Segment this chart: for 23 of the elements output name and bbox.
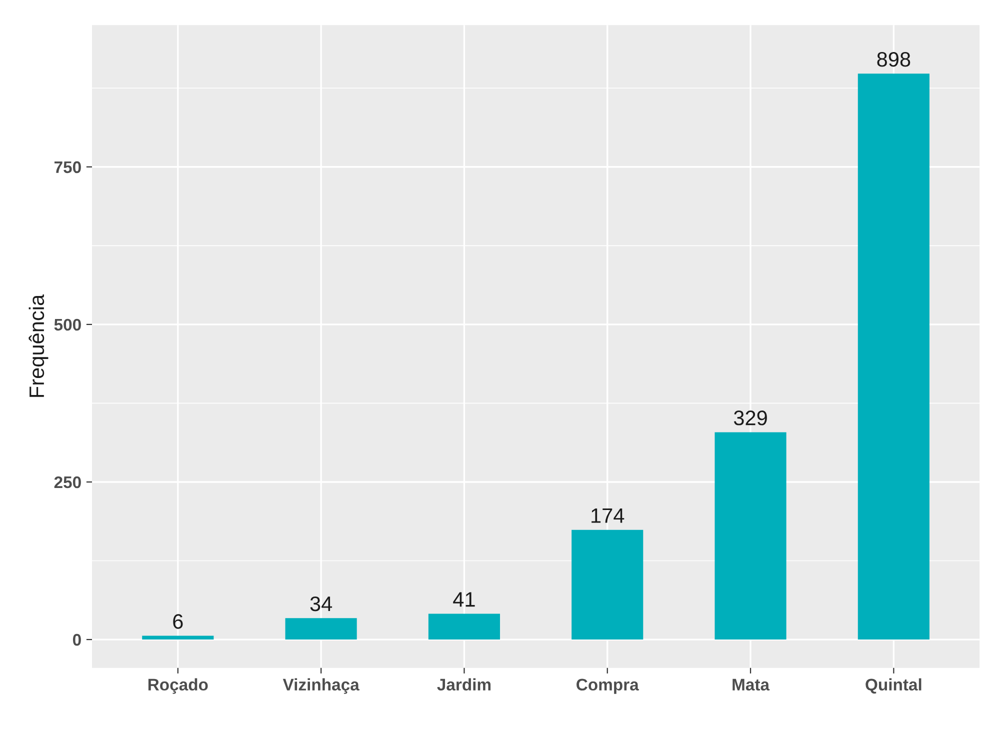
x-tick-label: Mata bbox=[732, 678, 770, 691]
x-tick-label: Compra bbox=[576, 678, 639, 694]
y-tick-label: 500 bbox=[54, 318, 81, 331]
bar bbox=[572, 530, 644, 640]
bar bbox=[858, 74, 930, 640]
bar bbox=[285, 618, 357, 640]
data-label: 898 bbox=[877, 52, 910, 67]
x-tick-label: Quintal bbox=[866, 678, 922, 694]
data-label: 174 bbox=[592, 508, 624, 523]
y-axis-title: Frequência bbox=[28, 294, 48, 397]
bar bbox=[428, 614, 500, 640]
data-label: 41 bbox=[453, 592, 475, 607]
y-tick-label: 750 bbox=[54, 161, 81, 174]
data-label: 6 bbox=[173, 614, 183, 629]
y-tick-label: 0 bbox=[72, 634, 81, 646]
bar bbox=[142, 636, 214, 640]
data-label: 34 bbox=[310, 596, 332, 612]
bar bbox=[714, 432, 786, 640]
x-tick-label: Jardim bbox=[437, 678, 491, 691]
data-label: 329 bbox=[734, 410, 767, 426]
x-tick-label: Vizinhaça bbox=[282, 678, 360, 694]
x-tick-label: Roçado bbox=[148, 678, 208, 694]
y-tick-label: 250 bbox=[54, 476, 81, 488]
